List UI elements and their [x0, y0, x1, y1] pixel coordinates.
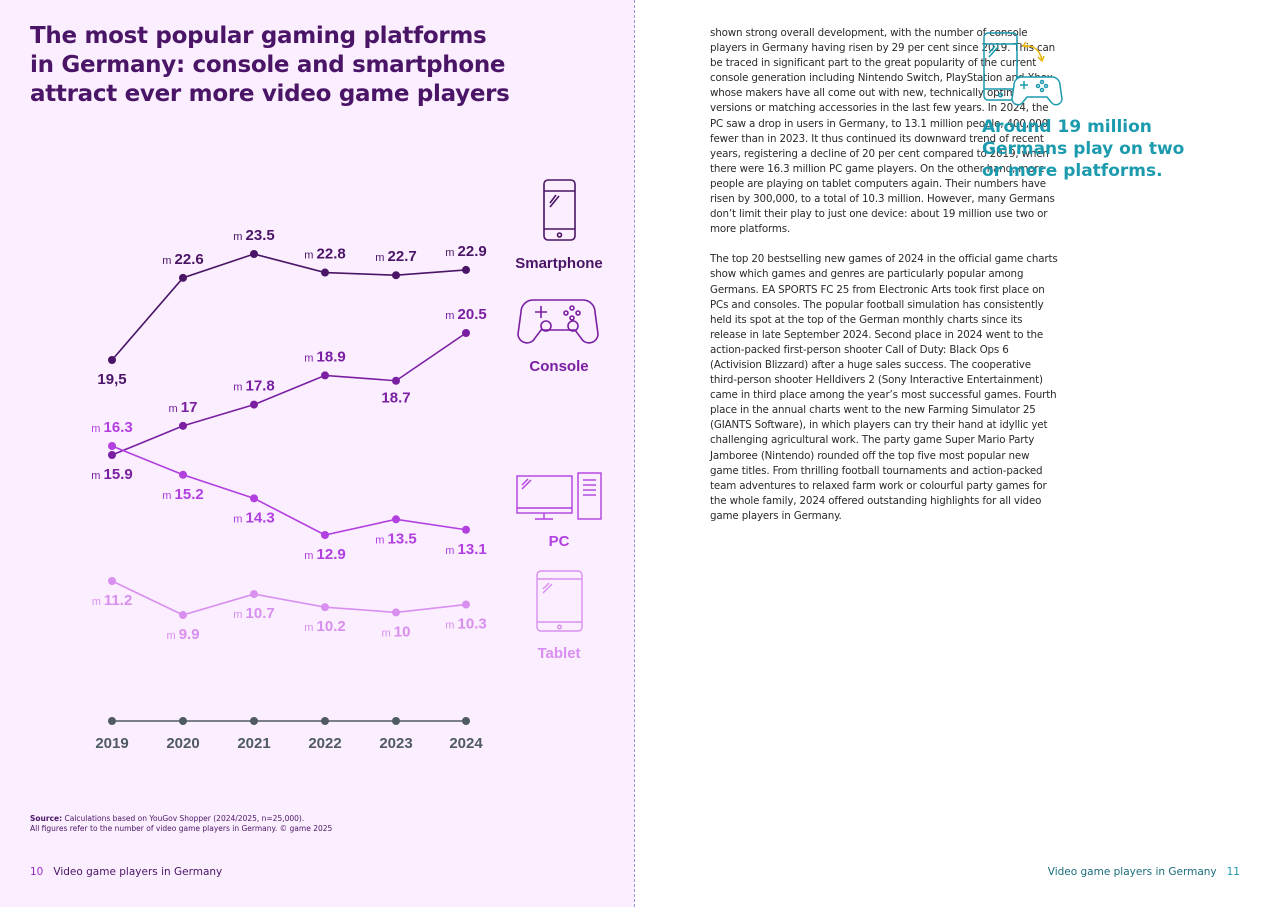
x-axis-tick-label: 2021 — [237, 735, 270, 752]
right-page — [636, 0, 1270, 907]
smartphone-data-point — [179, 273, 187, 282]
console-data-point — [250, 400, 258, 409]
smartphone-data-label: m 22.9 — [445, 243, 486, 260]
smartphone-data-label: m 22.6 — [162, 251, 203, 268]
x-axis-tick-label: 2019 — [95, 735, 128, 752]
tablet-data-point — [250, 590, 258, 599]
source-label: Source: — [30, 814, 63, 823]
console-data-label: m 17.8 — [233, 378, 274, 395]
page-divider — [634, 0, 635, 907]
x-axis-tick — [179, 717, 187, 725]
smartphone-data-label: 19,5 — [97, 371, 126, 388]
x-axis-tick-label: 2024 — [449, 735, 483, 752]
tablet-data-label: m 10.2 — [304, 618, 345, 635]
tablet-data-point — [108, 577, 116, 585]
pc-data-label: m 14.3 — [233, 509, 274, 526]
article-body: shown strong overall development, with t… — [710, 26, 1060, 539]
source-note: Source: Calculations based on YouGov Sho… — [30, 814, 550, 834]
smartphone-data-point — [108, 356, 116, 364]
x-axis-tick — [250, 717, 258, 725]
tablet-data-label: m 10 — [382, 623, 411, 640]
tablet-data-label: m 9.9 — [166, 626, 199, 643]
article-paragraph-1: shown strong overall development, with t… — [710, 27, 1056, 236]
console-data-label: m 18.9 — [304, 348, 345, 365]
desktop-pc-icon — [516, 472, 602, 520]
tablet-series-line — [111, 580, 467, 616]
left-footer: 10 Video game players in Germany — [30, 866, 222, 878]
smartphone-series-line — [111, 253, 467, 361]
tablet-icon — [536, 570, 583, 632]
pc-data-label: m 16.3 — [91, 419, 132, 436]
platform-line-chart: 19,5 m 22.6 m 23.5 m 22.8 m 22.7 m 22.9 Smartp… — [91, 179, 603, 752]
pc-legend-label: PC — [549, 533, 570, 550]
left-page — [0, 0, 634, 907]
smartphone-legend-label: Smartphone — [515, 255, 603, 272]
pc-data-point — [392, 515, 400, 524]
console-data-point — [179, 421, 187, 430]
smartphone-data-point — [392, 271, 400, 280]
article-paragraph-2: The top 20 bestselling new games of 2024… — [710, 253, 1058, 522]
tablet-data-point — [392, 608, 400, 617]
x-axis-tick — [392, 717, 400, 725]
pc-data-label: m 13.5 — [375, 530, 416, 547]
pc-data-point — [179, 470, 187, 479]
x-axis-tick — [108, 717, 116, 725]
tablet-data-point — [179, 611, 187, 619]
smartphone-data-point — [250, 250, 258, 258]
x-axis-tick — [321, 717, 329, 725]
callout-text: Around 19 million Germans play on two or… — [982, 117, 1185, 181]
tablet-data-point — [462, 600, 470, 609]
console-data-label: 18.7 — [381, 390, 410, 407]
console-legend-label: Console — [529, 358, 588, 375]
pc-data-point — [250, 494, 258, 503]
source-text: Calculations based on YouGov Shopper (20… — [64, 814, 305, 823]
chart-title: The most popular gaming platforms in Ger… — [30, 23, 510, 107]
footer-title-left: Video game players in Germany — [53, 866, 223, 878]
smartphone-data-point — [462, 265, 470, 274]
pc-data-point — [108, 442, 116, 450]
pc-data-label: m 15.2 — [162, 486, 203, 503]
page-number-right: 11 — [1226, 866, 1240, 878]
gamepad-icon — [517, 299, 599, 344]
smartphone-data-label: m 22.8 — [304, 246, 345, 263]
smartphone-data-label: m 22.7 — [375, 248, 416, 265]
pc-data-label: m 12.9 — [304, 546, 345, 563]
tablet-legend-label: Tablet — [537, 645, 580, 662]
footer-title-right: Video game players in Germany — [1047, 866, 1217, 878]
console-data-label: m 15.9 — [91, 466, 132, 483]
smartphone-data-label: m 23.5 — [233, 227, 274, 244]
tablet-data-label: m 10.3 — [445, 616, 486, 633]
console-series-line — [111, 332, 467, 456]
console-data-point — [392, 376, 400, 385]
tablet-data-point — [321, 603, 329, 612]
console-data-point — [108, 451, 116, 459]
data-note: All figures refer to the number of video… — [30, 824, 333, 833]
x-axis-tick — [462, 717, 470, 725]
page-number-left: 10 — [30, 866, 44, 878]
console-data-label: m 17 — [169, 399, 198, 416]
pc-data-point — [321, 531, 329, 539]
pc-data-point — [462, 525, 470, 534]
smartphone-icon — [543, 179, 576, 241]
x-axis-tick-label: 2023 — [379, 735, 412, 752]
pc-data-label: m 13.1 — [445, 541, 486, 558]
smartphone-data-point — [321, 268, 329, 277]
tablet-data-label: m 10.7 — [233, 605, 274, 622]
console-data-label: m 20.5 — [445, 306, 486, 323]
x-axis-tick-label: 2020 — [166, 735, 199, 752]
console-data-point — [462, 329, 470, 337]
console-data-point — [321, 371, 329, 380]
x-axis-tick-label: 2022 — [308, 735, 341, 752]
tablet-data-label: m 11.2 — [92, 592, 133, 609]
right-footer: Video game players in Germany 11 — [1048, 866, 1240, 878]
pc-series-line — [111, 445, 467, 536]
smartphone-console-icon — [983, 32, 1063, 106]
